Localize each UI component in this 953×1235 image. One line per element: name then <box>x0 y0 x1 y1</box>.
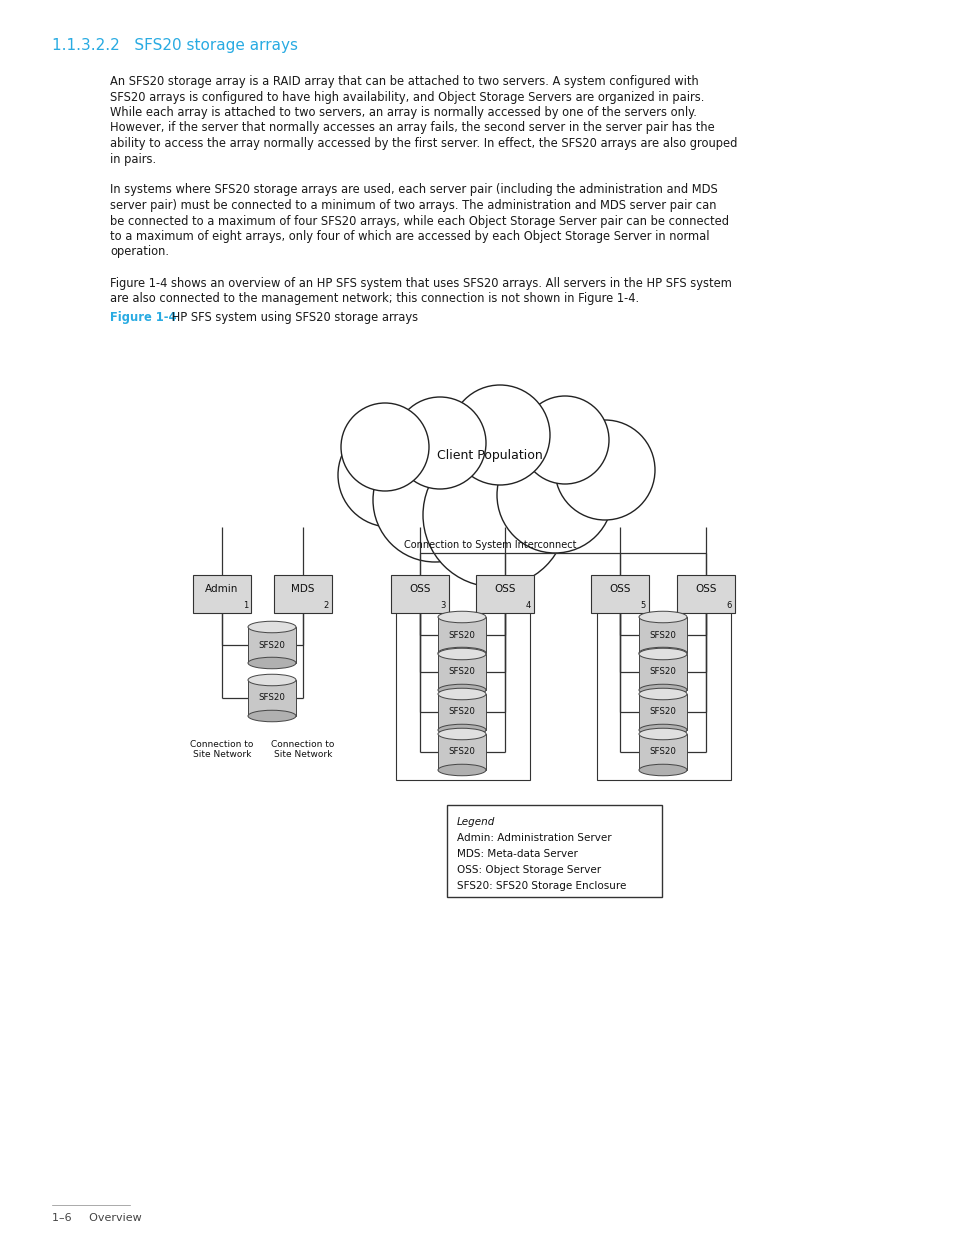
Bar <box>437 734 485 769</box>
Bar <box>437 618 485 653</box>
Text: in pairs.: in pairs. <box>110 152 156 165</box>
Ellipse shape <box>639 648 686 659</box>
Circle shape <box>497 437 613 553</box>
Text: OSS: Object Storage Server: OSS: Object Storage Server <box>456 864 600 876</box>
Bar <box>677 576 734 613</box>
Text: Admin: Administration Server: Admin: Administration Server <box>456 832 611 844</box>
Text: Figure 1-4 shows an overview of an HP SFS system that uses SFS20 arrays. All ser: Figure 1-4 shows an overview of an HP SF… <box>110 277 731 289</box>
Ellipse shape <box>437 724 485 736</box>
Ellipse shape <box>437 648 485 659</box>
Text: 4: 4 <box>525 601 531 610</box>
Text: SFS20: SFS20 <box>258 694 285 703</box>
Text: Client Population: Client Population <box>436 448 542 462</box>
Ellipse shape <box>437 688 485 700</box>
Ellipse shape <box>248 657 295 669</box>
Ellipse shape <box>639 647 686 658</box>
Bar <box>395 613 530 781</box>
Text: are also connected to the management network; this connection is not shown in Fi: are also connected to the management net… <box>110 291 639 305</box>
Text: OSS: OSS <box>609 584 630 594</box>
Text: 1: 1 <box>242 601 248 610</box>
Bar <box>476 576 534 613</box>
Ellipse shape <box>437 684 485 695</box>
Text: However, if the server that normally accesses an array fails, the second server : However, if the server that normally acc… <box>110 121 714 135</box>
Circle shape <box>373 438 497 562</box>
Ellipse shape <box>639 729 686 740</box>
Text: operation.: operation. <box>110 246 169 258</box>
Text: 5: 5 <box>640 601 645 610</box>
Bar <box>639 655 686 690</box>
Bar <box>639 734 686 769</box>
Bar <box>248 680 295 716</box>
Ellipse shape <box>437 647 485 658</box>
Bar <box>437 655 485 690</box>
Ellipse shape <box>437 729 485 740</box>
Text: SFS20: SFS20 <box>448 667 475 677</box>
Text: Connection to
Site Network: Connection to Site Network <box>271 740 335 760</box>
Ellipse shape <box>248 674 295 685</box>
Ellipse shape <box>248 710 295 721</box>
Text: 3: 3 <box>440 601 446 610</box>
Circle shape <box>340 403 429 492</box>
Text: SFS20: SFS20 <box>649 667 676 677</box>
Bar <box>248 627 295 663</box>
Text: 6: 6 <box>726 601 731 610</box>
Text: OSS: OSS <box>695 584 716 594</box>
Bar <box>193 576 251 613</box>
Text: to a maximum of eight arrays, only four of which are accessed by each Object Sto: to a maximum of eight arrays, only four … <box>110 230 709 243</box>
Text: In systems where SFS20 storage arrays are used, each server pair (including the : In systems where SFS20 storage arrays ar… <box>110 184 717 196</box>
Ellipse shape <box>639 611 686 622</box>
Bar <box>639 694 686 730</box>
Ellipse shape <box>639 724 686 736</box>
Ellipse shape <box>248 621 295 632</box>
Text: An SFS20 storage array is a RAID array that can be attached to two servers. A sy: An SFS20 storage array is a RAID array t… <box>110 75 698 88</box>
Text: MDS: MDS <box>291 584 314 594</box>
Circle shape <box>422 443 566 587</box>
Text: SFS20: SFS20 <box>258 641 285 650</box>
Bar <box>391 576 449 613</box>
Ellipse shape <box>639 688 686 700</box>
Circle shape <box>394 396 485 489</box>
Text: Figure 1-4: Figure 1-4 <box>110 310 176 324</box>
Ellipse shape <box>639 684 686 695</box>
Text: 2: 2 <box>323 601 329 610</box>
Bar <box>447 805 661 897</box>
Bar <box>597 613 730 781</box>
Text: SFS20: SFS20 <box>448 708 475 716</box>
Text: SFS20: SFS20 <box>448 747 475 757</box>
Ellipse shape <box>639 764 686 776</box>
Text: SFS20: SFS20 <box>649 631 676 640</box>
Text: Legend: Legend <box>456 818 495 827</box>
Circle shape <box>450 385 550 485</box>
Circle shape <box>520 396 608 484</box>
Text: SFS20: SFS20 <box>649 708 676 716</box>
Text: 1–6     Overview: 1–6 Overview <box>52 1213 142 1223</box>
Text: SFS20: SFS20 Storage Enclosure: SFS20: SFS20 Storage Enclosure <box>456 881 626 890</box>
Text: OSS: OSS <box>409 584 431 594</box>
Text: server pair) must be connected to a minimum of two arrays. The administration an: server pair) must be connected to a mini… <box>110 199 716 212</box>
Text: 1.1.3.2.2   SFS20 storage arrays: 1.1.3.2.2 SFS20 storage arrays <box>52 38 297 53</box>
Text: ability to access the array normally accessed by the first server. In effect, th: ability to access the array normally acc… <box>110 137 737 149</box>
Text: be connected to a maximum of four SFS20 arrays, while each Object Storage Server: be connected to a maximum of four SFS20 … <box>110 215 728 227</box>
Bar <box>590 576 648 613</box>
Ellipse shape <box>437 764 485 776</box>
Text: SFS20: SFS20 <box>649 747 676 757</box>
Circle shape <box>337 424 441 527</box>
Text: While each array is attached to two servers, an array is normally accessed by on: While each array is attached to two serv… <box>110 106 696 119</box>
Bar <box>437 694 485 730</box>
Text: SFS20 arrays is configured to have high availability, and Object Storage Servers: SFS20 arrays is configured to have high … <box>110 90 703 104</box>
Text: MDS: Meta-data Server: MDS: Meta-data Server <box>456 848 578 860</box>
Circle shape <box>555 420 655 520</box>
Text: SFS20: SFS20 <box>448 631 475 640</box>
Ellipse shape <box>437 611 485 622</box>
Text: Connection to System Interconnect: Connection to System Interconnect <box>403 540 576 550</box>
Bar <box>359 425 619 525</box>
Bar <box>639 618 686 653</box>
Text: Connection to
Site Network: Connection to Site Network <box>190 740 253 760</box>
Text: Admin: Admin <box>205 584 238 594</box>
Bar <box>274 576 332 613</box>
Text: HP SFS system using SFS20 storage arrays: HP SFS system using SFS20 storage arrays <box>168 310 417 324</box>
Text: OSS: OSS <box>494 584 516 594</box>
